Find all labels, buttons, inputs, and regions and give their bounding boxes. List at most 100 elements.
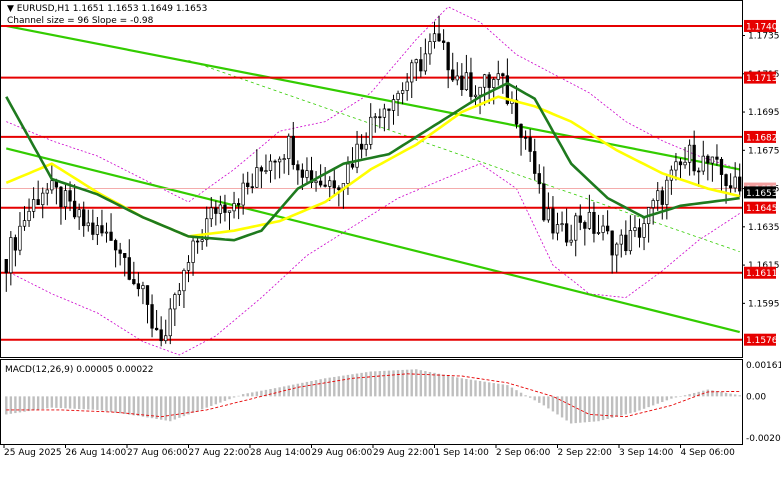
macd-hist-bar (301, 382, 304, 397)
macd-hist-bar (519, 392, 523, 397)
y-tick-label: 1.1635 (748, 223, 780, 233)
bull-candle (569, 239, 573, 243)
macd-hist-bar (333, 376, 336, 397)
bull-candle (405, 81, 409, 91)
macd-hist-bar (560, 396, 564, 418)
macd-hist-bar (251, 392, 254, 397)
macd-hist-bar (569, 396, 573, 424)
macd-hist-bar (642, 396, 646, 409)
macd-hist-bar (360, 372, 363, 397)
level-price-label: 1.1576 (746, 336, 778, 346)
bull-candle (642, 223, 646, 238)
macd-hist-bar (36, 396, 40, 410)
bull-candle (633, 227, 637, 231)
bull-candle (282, 158, 286, 160)
macd-pane-frame (0, 359, 743, 445)
macd-hist-bar (41, 396, 44, 410)
macd-hist-bar (14, 396, 17, 414)
x-tick-label: 3 Sep 14:00 (619, 448, 674, 458)
macd-hist-bar (109, 396, 113, 412)
bull-candle (164, 335, 168, 342)
macd-hist-bar (624, 396, 628, 415)
macd-hist-bar (255, 391, 259, 397)
macd-hist-bar (73, 396, 76, 409)
bear-candle (4, 258, 8, 274)
macd-hist-bar (346, 374, 350, 397)
macd-hist-bar (610, 396, 614, 418)
bull-candle (346, 163, 350, 184)
bear-candle (136, 283, 141, 290)
macd-hist-bar (565, 396, 568, 421)
macd-hist-bar (451, 376, 454, 397)
bear-candle (583, 222, 587, 229)
bull-candle (232, 203, 236, 212)
macd-hist-bar (469, 379, 473, 397)
x-tick-label: 2 Sep 22:00 (558, 448, 613, 458)
macd-hist-bar (383, 370, 386, 397)
macd-hist-bar (173, 396, 177, 420)
bull-candle (665, 179, 669, 205)
bull-candle (628, 230, 633, 252)
current-price-label: 1.1653 (746, 189, 778, 199)
bull-candle (182, 269, 186, 292)
macd-hist-bar (68, 396, 72, 409)
macd-hist-bar (364, 372, 368, 397)
bull-candle (574, 215, 578, 241)
x-tick-label: 29 Aug 22:00 (373, 448, 434, 458)
macd-hist-bar (478, 381, 482, 397)
bull-candle (391, 99, 396, 111)
macd-hist-bar (556, 396, 559, 415)
macd-hist-bar (114, 396, 117, 413)
macd-hist-bar (310, 381, 313, 397)
bull-candle (200, 239, 204, 242)
macd-hist-bar (697, 391, 700, 397)
bull-candle (31, 199, 36, 212)
bear-candle (460, 75, 464, 91)
bull-candle (77, 209, 81, 218)
macd-hist-bar (237, 395, 240, 397)
macd-scale-label: -0.00202 (746, 434, 781, 444)
bull-candle (186, 262, 191, 271)
macd-hist-bar (378, 371, 382, 397)
bear-candle (123, 253, 127, 258)
bear-candle (145, 285, 150, 305)
macd-hist-bar (128, 396, 131, 415)
bull-candle (168, 308, 172, 337)
bear-candle (127, 257, 131, 280)
macd-hist-bar (205, 396, 208, 408)
macd-hist-bar (588, 396, 591, 422)
macd-hist-bar (269, 389, 272, 397)
bull-candle (355, 143, 359, 168)
macd-hist-bar (214, 396, 218, 405)
bear-candle (100, 225, 104, 234)
macd-hist-bar (633, 396, 637, 413)
macd-hist-bar (305, 381, 309, 397)
bull-candle (227, 210, 232, 213)
bear-candle (441, 40, 446, 43)
bull-candle (205, 218, 209, 241)
bull-candle (50, 180, 54, 191)
bear-candle (350, 163, 355, 168)
macd-hist-bar (428, 371, 432, 397)
macd-hist-bar (433, 372, 436, 397)
collapse-marker-icon[interactable]: ▼ (7, 4, 14, 14)
bull-candle (464, 72, 469, 91)
bear-candle (72, 200, 77, 218)
level-price-label: 1.1682 (746, 133, 778, 143)
bear-candle (469, 72, 473, 97)
bull-candle (373, 116, 377, 119)
macd-hist-bar (620, 396, 623, 416)
bear-candle (273, 160, 277, 163)
macd-hist-bar (419, 370, 423, 397)
bull-candle (264, 170, 268, 172)
macd-hist-bar (392, 370, 395, 397)
macd-hist-bar (688, 394, 691, 397)
bull-candle (651, 200, 655, 208)
bear-candle (514, 99, 519, 125)
bull-candle (687, 144, 692, 163)
level-price-badge (744, 71, 776, 84)
macd-hist-bar (32, 396, 35, 411)
macd-hist-bar (9, 396, 13, 414)
bull-candle (314, 180, 318, 183)
macd-hist-bar (487, 382, 491, 397)
